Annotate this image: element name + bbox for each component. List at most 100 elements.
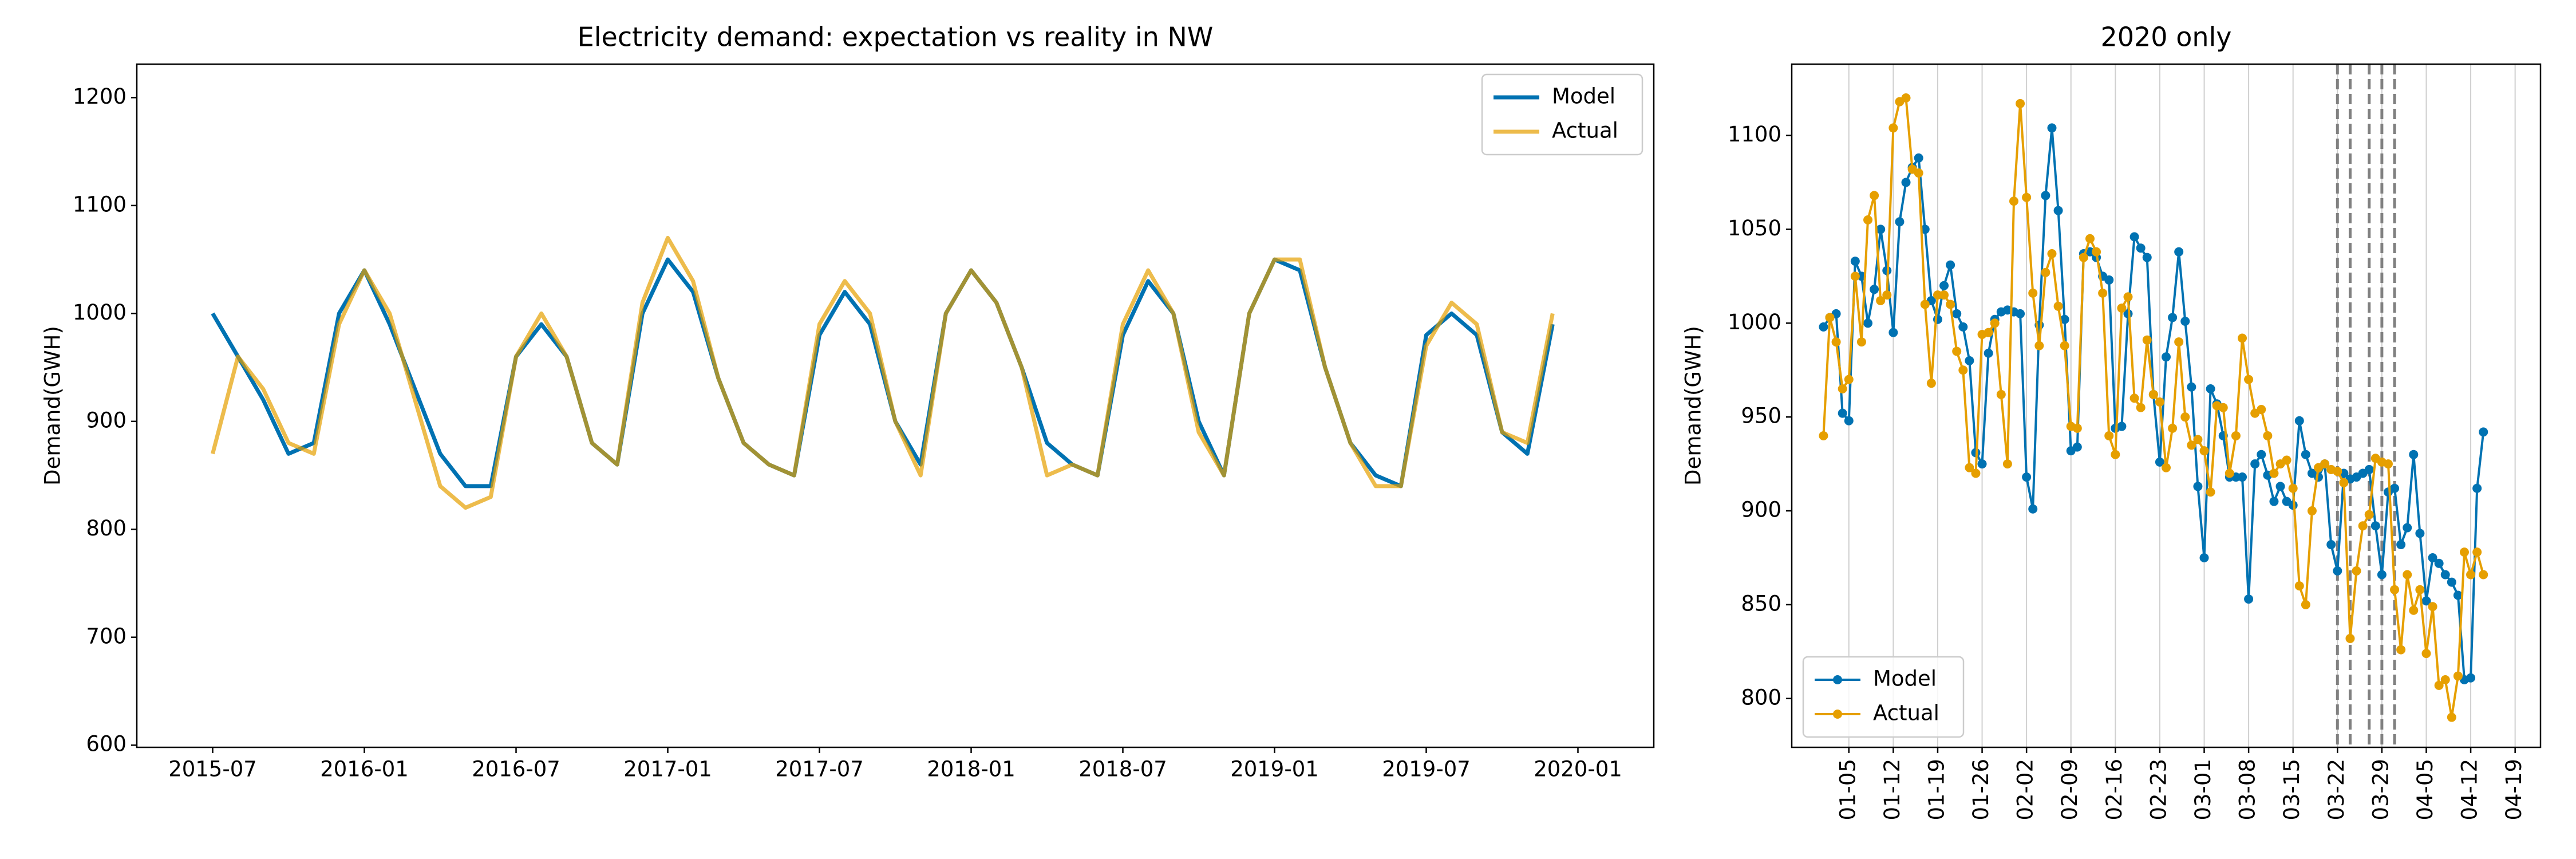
data-point [2162, 463, 2171, 472]
data-point [2440, 675, 2450, 685]
data-point [1952, 346, 1962, 356]
x-tick-label: 2017-01 [623, 757, 712, 782]
data-point [1965, 463, 1974, 472]
x-tick-label: 2018-07 [1078, 757, 1167, 782]
chart-title: Electricity demand: expectation vs reali… [578, 22, 1214, 53]
data-point [2231, 431, 2241, 440]
legend-box [1481, 73, 1643, 156]
data-point [2199, 446, 2209, 456]
x-tick-label: 03-15 [2279, 759, 2304, 821]
data-point [2047, 123, 2057, 133]
data-point [2155, 397, 2164, 407]
data-point [2409, 450, 2419, 459]
data-point [2016, 98, 2025, 108]
data-point [1870, 191, 1879, 200]
data-point [2333, 566, 2342, 576]
legend-label: Model [1873, 667, 1937, 691]
data-point [1939, 290, 1949, 300]
data-point [1977, 459, 1987, 469]
data-point [2180, 317, 2190, 326]
data-point [2098, 288, 2108, 298]
data-point [1958, 322, 1968, 332]
data-point [2047, 249, 2057, 259]
data-point [2390, 585, 2400, 594]
data-point [2022, 472, 2032, 482]
x-tick-label: 2016-07 [472, 757, 560, 782]
data-point [2041, 267, 2050, 277]
x-tick-label: 03-08 [2235, 759, 2260, 821]
x-tick-label: 04-19 [2502, 759, 2526, 821]
data-point [1888, 328, 1898, 337]
data-point [1831, 337, 1841, 347]
data-point [1876, 224, 1886, 234]
data-point [2370, 521, 2380, 531]
data-point [2085, 247, 2095, 257]
data-point [1876, 295, 1886, 305]
data-point [2326, 540, 2336, 550]
data-point [2307, 506, 2317, 516]
x-tick-label: 2017-07 [775, 757, 864, 782]
data-point [2117, 421, 2127, 431]
data-point [2421, 649, 2431, 659]
data-point [2206, 384, 2215, 394]
x-tick-label: 03-29 [2368, 759, 2393, 821]
data-point [2129, 232, 2139, 242]
x-tick-label: 2015-07 [168, 757, 257, 782]
data-point [2155, 457, 2164, 467]
data-point [2263, 431, 2273, 440]
data-point [2187, 382, 2196, 392]
x-tick-label: 01-26 [1969, 759, 1993, 821]
data-point [1996, 389, 2006, 399]
data-point [2396, 645, 2406, 655]
data-point [2016, 309, 2025, 318]
data-point [1933, 290, 1942, 300]
legend-marker [1833, 675, 1842, 684]
data-point [2275, 482, 2285, 491]
data-point [2479, 427, 2488, 437]
data-point [2459, 547, 2469, 557]
data-point [1984, 328, 1993, 337]
x-tick-label: 04-12 [2458, 759, 2482, 821]
data-point [2142, 253, 2152, 262]
x-tick-label: 02-09 [2057, 759, 2082, 821]
data-point [2434, 680, 2444, 690]
x-tick-label: 03-22 [2324, 759, 2349, 821]
data-point [2466, 673, 2476, 683]
data-point [2428, 602, 2437, 612]
data-point [1901, 178, 1911, 187]
data-point [2129, 393, 2139, 403]
x-tick-label: 02-23 [2146, 759, 2171, 821]
data-point [2428, 553, 2437, 562]
data-point [2060, 314, 2069, 324]
data-point [2104, 275, 2114, 285]
data-point [2111, 450, 2120, 459]
data-point [2117, 304, 2127, 313]
legend-label: Actual [1873, 701, 1939, 726]
y-tick-label: 1000 [1728, 310, 1781, 334]
data-point [1946, 260, 1955, 270]
data-point [2053, 206, 2063, 215]
data-point [2352, 566, 2361, 576]
data-point [1856, 337, 1866, 347]
y-tick-label: 700 [86, 624, 127, 648]
data-point [2440, 570, 2450, 580]
data-point [1901, 93, 1911, 103]
x-tick-label: 2020-01 [1534, 757, 1622, 782]
y-tick-label: 1050 [1728, 216, 1781, 241]
data-point [1946, 300, 1955, 309]
data-point [2333, 467, 2342, 476]
data-point [2079, 253, 2088, 262]
y-tick-label: 1100 [73, 192, 127, 216]
y-tick-label: 600 [86, 732, 127, 756]
data-point [1819, 431, 1828, 440]
data-point [2104, 431, 2114, 440]
data-point [2409, 605, 2419, 615]
data-point [2447, 712, 2456, 722]
data-point [1971, 468, 1981, 478]
plot-frame [1791, 63, 2542, 748]
data-point [2238, 472, 2247, 482]
chart-title: 2020 only [2101, 22, 2232, 53]
x-tick-label: 01-12 [1880, 759, 1905, 821]
data-point [2415, 585, 2425, 594]
plot-frame [136, 63, 1655, 748]
